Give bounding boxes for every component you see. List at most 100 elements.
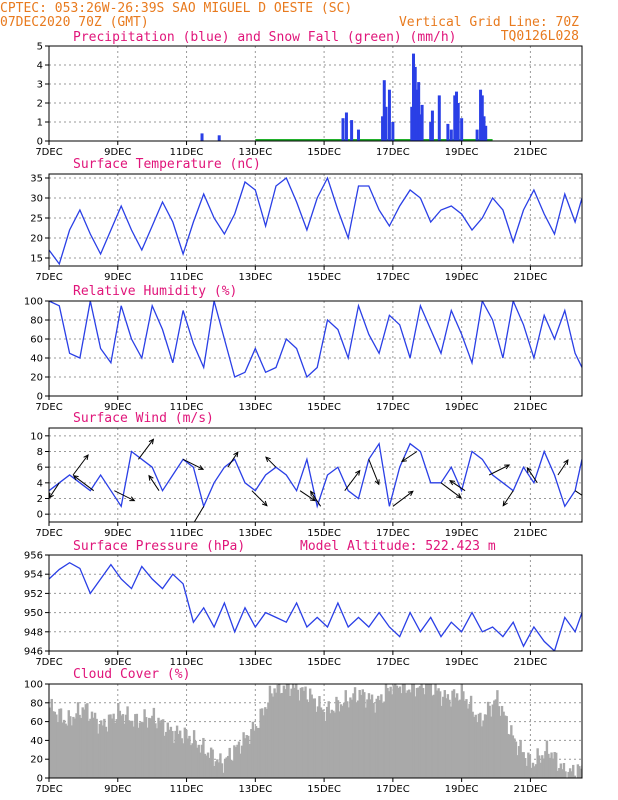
- wind-arrow-head: [72, 474, 79, 481]
- cloud-bar: [452, 689, 456, 778]
- cloud-bar: [217, 762, 221, 778]
- pressure-xtick-label: 11DEC: [170, 657, 204, 668]
- cloud-bar: [366, 699, 369, 778]
- pressure-xtick-label: 19DEC: [445, 657, 479, 668]
- cloud-bar: [95, 718, 98, 778]
- cloud-bar: [90, 711, 94, 778]
- cloud-bar: [188, 735, 191, 778]
- cloud-bar: [336, 700, 340, 778]
- cloud-bar: [103, 718, 106, 778]
- cloud-bar: [442, 696, 445, 778]
- cloud-bar: [141, 722, 145, 778]
- precip-bar: [475, 129, 479, 141]
- humidity-ytick-label: 100: [24, 297, 43, 308]
- wind-arrow-head: [310, 490, 316, 497]
- cloud-bar: [205, 755, 208, 778]
- cloud-bar: [172, 743, 176, 778]
- precip-bar: [446, 123, 450, 141]
- pressure-panel: Surface Pressure (hPa) 946 948 950 952 954 956…: [24, 539, 583, 668]
- wind-arrow: [73, 475, 95, 492]
- cloud-bar: [242, 732, 245, 778]
- cloud-bar: [332, 710, 335, 778]
- temperature-ytick-label: 20: [30, 234, 43, 245]
- pressure-ytick-label: 956: [24, 551, 43, 562]
- cloud-bar: [341, 705, 344, 778]
- cloud-bar: [460, 684, 464, 778]
- wind-ytick-label: 6: [37, 463, 43, 474]
- cloud-bar: [476, 722, 479, 778]
- cloud-bar: [52, 711, 55, 778]
- cloud-bar: [511, 735, 515, 778]
- cloud-bar: [158, 722, 162, 778]
- humidity-ytick-label: 40: [30, 354, 43, 365]
- cloud-bar: [370, 694, 374, 778]
- pressure-xtick-label: 15DEC: [307, 657, 341, 668]
- cloud-bar: [134, 714, 137, 778]
- cloud-bar: [503, 715, 507, 778]
- cloud-bar: [343, 702, 346, 778]
- cloud-bar: [477, 713, 481, 778]
- cloud-bar: [327, 701, 330, 778]
- cloud-title: Cloud Cover (%): [73, 667, 190, 682]
- wind-arrow: [557, 459, 569, 476]
- cloud-bar: [462, 691, 465, 778]
- cloud-bar: [480, 726, 484, 778]
- humidity-xtick-label: 13DEC: [238, 402, 272, 413]
- header-grid-line: Vertical Grid Line: 70Z: [399, 15, 579, 30]
- cloud-bar: [61, 722, 64, 778]
- header-model-id: TQ0126L028: [501, 29, 579, 44]
- pressure-xtick-label: 7DEC: [35, 657, 62, 668]
- temperature-xtick-label: 11DEC: [170, 272, 204, 283]
- cloud-xtick-label: 21DEC: [514, 784, 548, 795]
- cloud-bar: [138, 722, 142, 778]
- cloud-bar: [551, 758, 555, 778]
- pressure-xtick-label: 9DEC: [104, 657, 131, 668]
- cloud-bar: [468, 703, 471, 778]
- cloud-bar: [302, 690, 306, 778]
- cloud-bar: [491, 704, 494, 778]
- wind-arrow-head: [456, 493, 462, 499]
- cloud-frame: [48, 683, 583, 779]
- cloud-bar: [530, 767, 533, 778]
- cloud-bar: [233, 745, 236, 778]
- wind-arrow-head: [83, 454, 89, 461]
- cloud-bar: [305, 699, 309, 778]
- temperature-title: Surface Temperature (nC): [73, 157, 261, 172]
- cloud-bar: [245, 735, 248, 778]
- cloud-bar: [214, 761, 217, 778]
- precip-xtick-label: 21DEC: [514, 147, 548, 158]
- cloud-bar: [166, 722, 170, 778]
- cloud-xtick-label: 11DEC: [170, 784, 204, 795]
- precip-xtick-label: 19DEC: [445, 147, 479, 158]
- cloud-bar: [544, 751, 547, 778]
- cloud-bar: [437, 688, 440, 778]
- cloud-bar: [310, 694, 313, 778]
- precip-bar: [454, 91, 458, 141]
- wind-arrow-head: [502, 500, 508, 507]
- cloud-bar: [443, 690, 446, 778]
- temperature-xtick-label: 15DEC: [307, 272, 341, 283]
- cloud-bar: [175, 725, 179, 778]
- wind-arrow-head: [400, 456, 407, 463]
- wind-xtick-label: 19DEC: [445, 528, 479, 539]
- cloud-bar: [213, 765, 216, 778]
- cloud-bar: [76, 702, 80, 778]
- cloud-bar: [276, 684, 279, 778]
- cloud-bar: [536, 748, 539, 778]
- wind-arrow-head: [265, 456, 271, 463]
- cloud-bar: [121, 714, 125, 778]
- pressure-title: Surface Pressure (hPa): [73, 539, 245, 554]
- cloud-bar: [519, 739, 522, 778]
- precip-bar: [410, 106, 414, 141]
- cloud-bar: [236, 744, 239, 778]
- cloud-bar: [168, 729, 171, 778]
- humidity-xtick-label: 9DEC: [104, 402, 131, 413]
- cloud-bar: [196, 747, 199, 778]
- wind-arrow-head: [407, 490, 414, 497]
- cloud-bar: [267, 702, 270, 778]
- cloud-xtick-label: 17DEC: [376, 784, 410, 795]
- cloud-bar: [132, 726, 135, 778]
- cloud-bar: [448, 699, 451, 778]
- cloud-bar: [315, 711, 318, 778]
- wind-series-line: [49, 441, 582, 509]
